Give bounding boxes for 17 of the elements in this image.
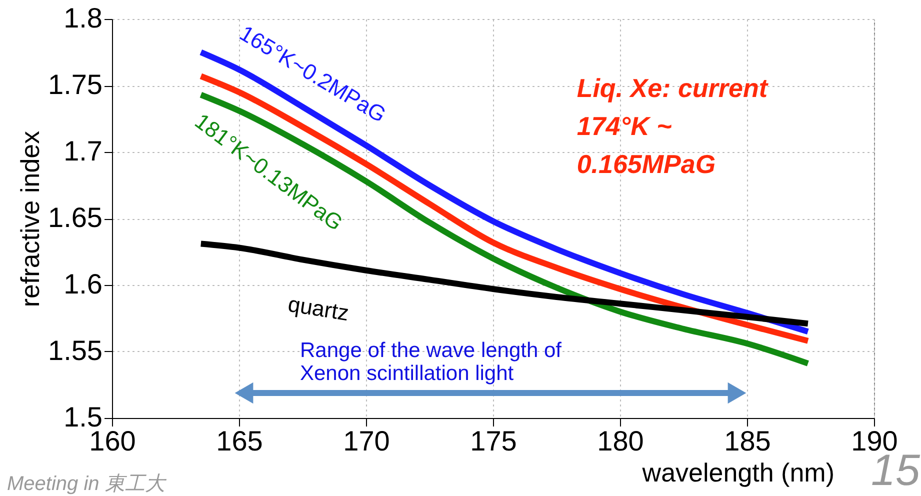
x-tick-label: 185 (724, 426, 771, 456)
y-tick-label: 1.55 (48, 335, 102, 366)
y-tick-label: 1.6 (64, 268, 102, 300)
y-tick-label: 1.65 (48, 202, 102, 233)
y-tick-label: 1.8 (64, 2, 102, 34)
x-tick-label: 180 (597, 426, 644, 456)
y-tick-label: 1.75 (48, 69, 102, 100)
text: Meeting in 東工大 (7, 473, 167, 495)
x-tick-label: 170 (343, 426, 390, 456)
x-tick-label: 175 (470, 426, 517, 456)
annotation: Range of the wave length of Xenon scintillation light (300, 339, 562, 385)
y-axis-title: refractive index (15, 130, 46, 308)
x-axis-title: wavelength (nm) (641, 458, 834, 488)
text: quartz (286, 291, 351, 326)
text: Liq. Xe: current 174°K ~ 0.165MPaG (576, 73, 769, 180)
x-tick-label: 165 (216, 426, 263, 456)
y-tick-label: 1.7 (64, 136, 102, 166)
